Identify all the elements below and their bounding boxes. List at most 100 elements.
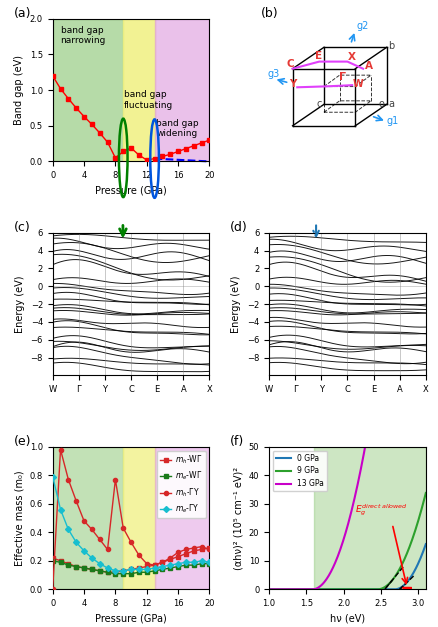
Line: 9 GPa: 9 GPa: [268, 493, 425, 589]
Line: $m_e$-ΓY: $m_e$-ΓY: [50, 475, 211, 573]
Text: W: W: [352, 78, 363, 88]
13 GPa: [359, 458, 364, 465]
$m_e$-WΓ: [66, 561, 71, 569]
13 GPa: [266, 586, 272, 593]
$m_h$-ΓY: [58, 446, 63, 453]
$m_h$-ΓY: [97, 535, 102, 543]
$m_h$-WΓ: [66, 560, 71, 567]
$m_h$-WΓ: [152, 561, 157, 569]
9 GPa: [422, 489, 427, 497]
$m_h$-WΓ: [167, 556, 173, 563]
X-axis label: hν (eV): hν (eV): [329, 614, 364, 624]
9 GPa: [359, 586, 364, 593]
$m_h$-ΓY: [81, 517, 86, 525]
Text: $E_g^{direct\ allowed}$: $E_g^{direct\ allowed}$: [354, 502, 407, 518]
0 GPa: [398, 584, 403, 591]
Y-axis label: Effective mass (m₀): Effective mass (m₀): [14, 470, 24, 566]
Bar: [123, 19, 154, 161]
0 GPa: [408, 573, 413, 581]
$m_e$-ΓY: [58, 506, 63, 514]
$m_e$-ΓY: [81, 547, 86, 555]
$m_e$-ΓY: [74, 539, 79, 546]
$m_e$-ΓY: [113, 567, 118, 574]
$m_e$-WΓ: [191, 561, 196, 569]
$m_e$-WΓ: [136, 569, 141, 576]
$m_e$-WΓ: [113, 570, 118, 577]
13 GPa: [408, 86, 413, 93]
Text: X: X: [347, 52, 355, 62]
$m_h$-WΓ: [89, 566, 94, 573]
$m_e$-WΓ: [128, 570, 134, 577]
$m_h$-ΓY: [136, 551, 141, 559]
$m_e$-WΓ: [144, 569, 149, 576]
$m_e$-ΓY: [152, 564, 157, 572]
Text: b: b: [387, 41, 394, 51]
Text: band gap
fluctuating: band gap fluctuating: [124, 90, 173, 110]
$m_h$-ΓY: [128, 539, 134, 546]
Text: A: A: [364, 61, 372, 71]
$m_h$-ΓY: [113, 476, 118, 483]
13 GPa: [266, 586, 271, 593]
$m_h$-WΓ: [191, 547, 196, 555]
$m_e$-ΓY: [183, 559, 188, 566]
Text: (d): (d): [230, 221, 247, 234]
Text: o: o: [378, 99, 384, 109]
9 GPa: [408, 539, 413, 546]
$m_e$-ΓY: [89, 554, 94, 562]
$m_h$-WΓ: [136, 564, 141, 572]
$m_e$-ΓY: [105, 564, 110, 572]
$m_h$-ΓY: [198, 543, 204, 551]
$m_e$-WΓ: [50, 557, 55, 564]
0 GPa: [359, 586, 364, 593]
$m_h$-ΓY: [120, 524, 126, 532]
Text: g3: g3: [267, 70, 279, 79]
X-axis label: Pressure (GPa): Pressure (GPa): [95, 614, 166, 624]
$m_e$-WΓ: [120, 570, 126, 577]
Line: $m_h$-WΓ: $m_h$-WΓ: [50, 546, 211, 574]
Bar: [154, 19, 209, 161]
Legend: 0 GPa, 9 GPa, 13 GPa: 0 GPa, 9 GPa, 13 GPa: [272, 451, 326, 492]
$m_e$-ΓY: [175, 560, 180, 567]
Line: 13 GPa: 13 GPa: [268, 0, 425, 589]
Line: $m_e$-WΓ: $m_e$-WΓ: [50, 559, 211, 576]
$m_h$-ΓY: [89, 525, 94, 533]
Line: $m_h$-ΓY: $m_h$-ΓY: [50, 448, 211, 591]
0 GPa: [361, 586, 367, 593]
$m_e$-WΓ: [183, 561, 188, 569]
$m_e$-WΓ: [58, 559, 63, 566]
13 GPa: [361, 444, 367, 451]
Text: band gap
widening: band gap widening: [156, 119, 198, 138]
Text: a: a: [387, 99, 393, 109]
$m_h$-ΓY: [191, 544, 196, 552]
Bar: [53, 19, 123, 161]
Text: g1: g1: [386, 117, 398, 127]
$m_e$-ΓY: [206, 559, 212, 566]
Text: g2: g2: [356, 21, 368, 31]
$m_h$-ΓY: [183, 545, 188, 553]
$m_e$-ΓY: [97, 560, 102, 567]
Text: (b): (b): [261, 8, 278, 21]
$m_h$-ΓY: [159, 559, 165, 566]
$m_h$-ΓY: [152, 561, 157, 569]
$m_h$-ΓY: [144, 560, 149, 567]
$m_e$-WΓ: [206, 560, 212, 567]
$m_e$-ΓY: [66, 525, 71, 533]
$m_e$-WΓ: [81, 564, 86, 572]
$m_h$-WΓ: [206, 544, 212, 552]
$m_h$-WΓ: [159, 559, 165, 566]
0 GPa: [266, 586, 271, 593]
$m_h$-WΓ: [58, 557, 63, 564]
$m_e$-ΓY: [198, 557, 204, 564]
Text: (c): (c): [14, 221, 30, 234]
Text: (e): (e): [14, 435, 31, 448]
$m_e$-WΓ: [159, 566, 165, 573]
$m_h$-WΓ: [105, 569, 110, 576]
Y-axis label: (αhν)² (10⁵ cm⁻¹ eV)²: (αhν)² (10⁵ cm⁻¹ eV)²: [233, 466, 243, 569]
$m_e$-ΓY: [128, 566, 134, 573]
$m_e$-ΓY: [144, 566, 149, 573]
$m_e$-ΓY: [159, 563, 165, 571]
$m_h$-WΓ: [120, 567, 126, 574]
Y-axis label: Energy (eV): Energy (eV): [15, 275, 25, 333]
$m_e$-WΓ: [152, 567, 157, 574]
$m_e$-WΓ: [175, 563, 180, 571]
